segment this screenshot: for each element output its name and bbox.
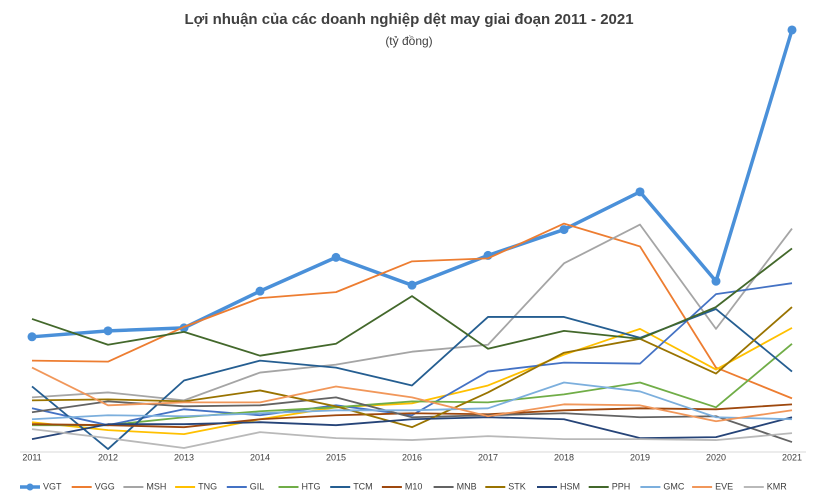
series-line: [31, 247, 793, 357]
chart-title: Lợi nhuận của các doanh nghiệp dệt may g…: [184, 11, 633, 28]
data-point: [559, 225, 569, 235]
data-point: [331, 252, 341, 262]
series-line: [31, 282, 793, 427]
series-line: [31, 223, 793, 402]
legend-label: KMR: [767, 481, 788, 491]
x-tick-label: 2018: [554, 452, 574, 462]
legend-label: VGG: [95, 481, 115, 491]
x-tick-label: 2015: [326, 452, 346, 462]
series-line: [32, 343, 793, 427]
series-line: [31, 306, 793, 429]
legend-label: EVE: [715, 481, 733, 491]
series-line: [31, 327, 793, 436]
data-point: [787, 25, 797, 35]
series-line: [31, 381, 793, 421]
x-tick-label: 2020: [706, 452, 726, 462]
data-point: [103, 326, 113, 336]
legend-label: MNB: [457, 481, 477, 491]
legend-marker: [26, 483, 34, 491]
legend-label: M10: [405, 481, 423, 491]
data-point: [407, 280, 417, 290]
x-tick-label: 2016: [402, 452, 422, 462]
legend-label: GIL: [250, 481, 265, 491]
legend-label: PPH: [612, 481, 631, 491]
series-line: [31, 416, 793, 440]
series-line: [31, 29, 794, 339]
legend-label: HTG: [302, 481, 321, 491]
legend-label: TCM: [353, 481, 373, 491]
x-tick-label: 2017: [478, 452, 498, 462]
series-line: [31, 366, 793, 423]
x-tick-label: 2013: [174, 452, 194, 462]
legend-label: VGT: [43, 481, 62, 491]
chart-subtitle: (tỷ đồng): [385, 34, 432, 48]
legend-label: STK: [508, 481, 526, 491]
legend-label: GMC: [663, 481, 684, 491]
data-point: [27, 332, 37, 342]
legend-label: MSH: [146, 481, 166, 491]
legend-label: HSM: [560, 481, 580, 491]
series-line: [31, 222, 793, 400]
x-tick-label: 2011: [22, 452, 41, 462]
legend-label: TNG: [198, 481, 217, 491]
data-point: [635, 187, 645, 197]
data-point: [711, 276, 721, 286]
series-line: [31, 396, 793, 443]
x-tick-label: 2014: [250, 452, 270, 462]
data-point: [255, 286, 265, 296]
x-tick-label: 2019: [630, 452, 650, 462]
x-tick-label: 2012: [98, 452, 118, 462]
series-line: [31, 403, 793, 429]
x-tick-label: 2021: [782, 452, 802, 462]
series-line: [31, 428, 793, 449]
